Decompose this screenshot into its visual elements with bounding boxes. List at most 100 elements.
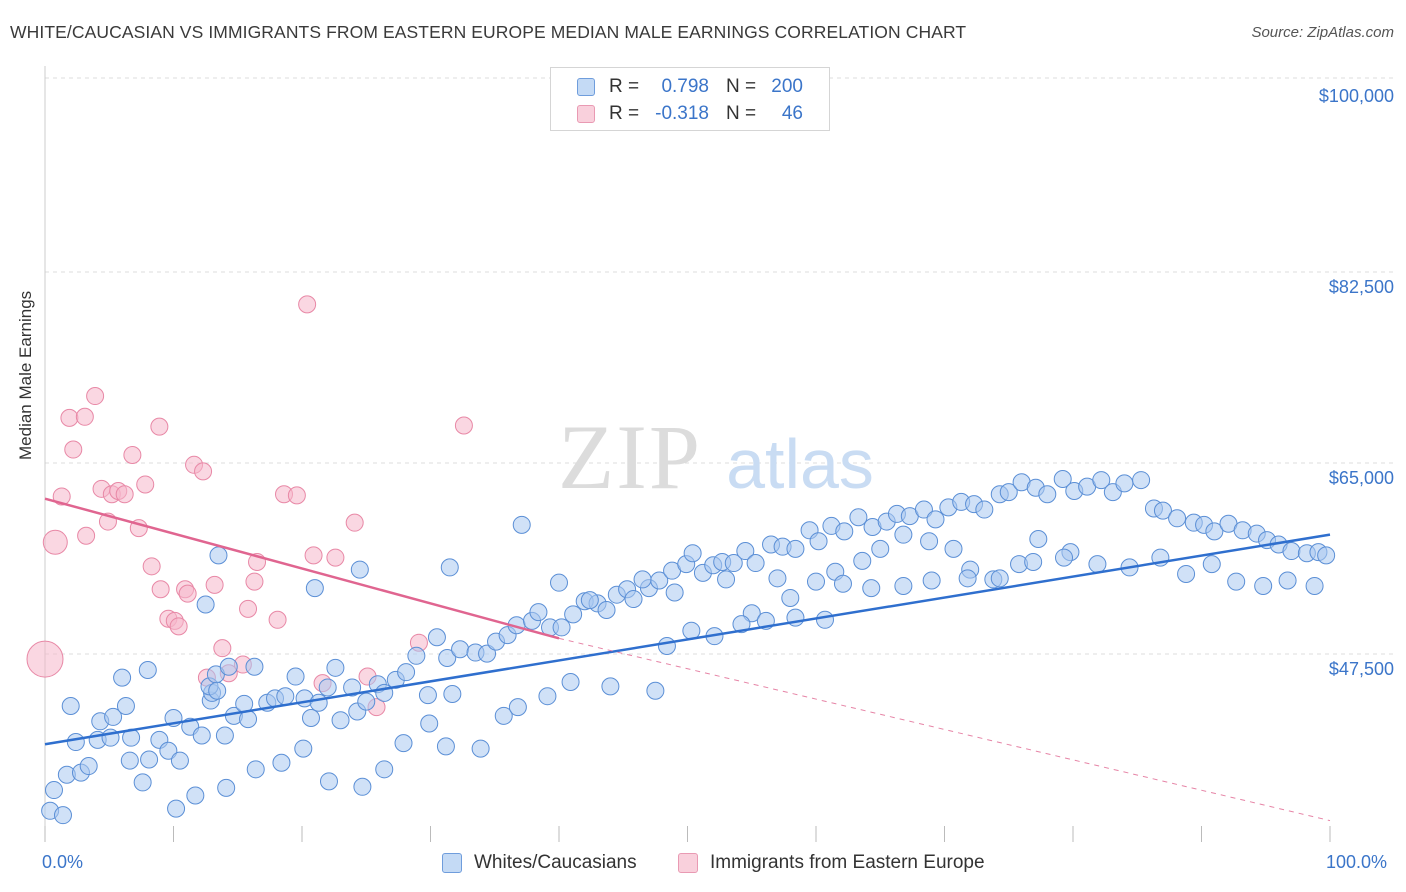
immigrants-point	[42, 529, 68, 555]
whites-point	[580, 591, 599, 610]
whites-point	[1024, 552, 1043, 571]
whites-point	[807, 572, 825, 591]
whites-swatch	[577, 78, 595, 96]
whites-point	[120, 751, 139, 770]
whites-point	[418, 686, 437, 705]
whites-point	[1115, 474, 1134, 493]
whites-point	[871, 539, 890, 558]
whites-point	[246, 760, 265, 779]
whites-point	[894, 525, 913, 544]
whites-point	[407, 646, 426, 665]
whites-point	[1132, 471, 1151, 490]
whites-point	[552, 618, 571, 637]
whites-point	[508, 698, 527, 717]
whites-point	[633, 570, 652, 589]
legend-label-immigrants: Immigrants from Eastern Europe	[710, 852, 985, 873]
whites-point	[665, 583, 684, 602]
whites-point	[1055, 548, 1074, 567]
whites-point	[357, 692, 376, 711]
whites-point	[436, 737, 455, 756]
y-tick-label: $65,000	[1328, 468, 1394, 488]
immigrants-point	[75, 407, 94, 426]
whites-point	[140, 750, 159, 769]
immigrants-point	[136, 475, 155, 494]
immigrants-point	[64, 440, 83, 459]
whites-point	[853, 551, 872, 570]
whites-point	[451, 640, 470, 659]
whites-point	[375, 760, 394, 779]
whites-point	[219, 657, 238, 676]
immigrants-point	[287, 486, 306, 505]
whites-point	[849, 508, 868, 527]
whites-point	[440, 558, 459, 577]
whites-point	[394, 734, 413, 753]
whites-point	[564, 605, 583, 624]
whites-point	[1088, 555, 1107, 574]
whites-point	[186, 786, 205, 805]
stats-row-whites: R = 0.798 N = 200	[551, 74, 829, 100]
stats-row-immigrants: R = -0.318 N = 46	[551, 101, 829, 127]
watermark: ZIP atlas	[558, 406, 874, 508]
whites-point	[1053, 470, 1072, 488]
whites-point	[245, 657, 264, 676]
whites-point	[159, 741, 178, 760]
x-tick-label: 0.0%	[42, 852, 84, 872]
immigrants-point	[142, 557, 161, 576]
whites-point	[894, 576, 913, 595]
trend-lines	[44, 497, 1331, 822]
immigrants-point	[150, 417, 169, 436]
whites-point	[1153, 501, 1172, 520]
whites-point	[309, 693, 328, 712]
whites-point	[1092, 471, 1111, 490]
whites-point	[999, 483, 1018, 502]
whites-point	[990, 569, 1009, 588]
whites-point	[167, 799, 186, 818]
whites-point	[133, 773, 152, 792]
whites-legend-swatch	[442, 853, 462, 873]
n-value: 200	[771, 76, 803, 97]
immigrants-point	[245, 572, 264, 591]
whites-point	[318, 678, 337, 697]
whites-point	[538, 687, 557, 706]
whites-point	[781, 588, 800, 607]
whites-point	[301, 709, 320, 728]
whites-point	[343, 678, 362, 697]
whites-point	[657, 636, 676, 655]
whites-point	[326, 658, 345, 677]
whites-point	[1305, 576, 1324, 595]
immigrants-swatch	[577, 105, 595, 123]
whites-point	[835, 522, 854, 541]
whites-point	[443, 685, 462, 704]
watermark-atlas: atlas	[726, 425, 874, 503]
whites-point	[1029, 530, 1048, 549]
whites-point	[746, 554, 765, 573]
immigrants-point	[115, 485, 134, 504]
whites-point	[61, 697, 80, 716]
whites-point	[958, 569, 977, 588]
whites-point	[815, 610, 834, 629]
immigrants-legend-swatch	[678, 853, 698, 873]
y-axis-label: Median Male Earnings	[16, 290, 35, 460]
immigrants-trend-extension	[558, 637, 1331, 822]
whites-point	[646, 681, 665, 700]
immigrants-point	[60, 408, 79, 427]
r-value: -0.318	[655, 103, 709, 124]
whites-point	[170, 751, 189, 770]
whites-point	[786, 539, 805, 558]
whites-point	[215, 726, 234, 745]
whites-point	[512, 515, 531, 534]
immigrants-point	[178, 584, 197, 603]
whites-point	[597, 600, 616, 619]
whites-point	[138, 661, 157, 679]
whites-point	[192, 726, 211, 745]
immigrants-trend-line	[44, 497, 560, 640]
whites-point	[478, 644, 497, 663]
whites-point	[196, 595, 215, 614]
series-immigrants-points	[26, 295, 473, 717]
immigrants-point	[123, 445, 142, 464]
whites-point	[286, 667, 305, 686]
whites-point	[926, 510, 945, 529]
y-tick-label: $47,500	[1328, 659, 1394, 679]
whites-point	[529, 603, 548, 622]
whites-point	[922, 571, 941, 590]
